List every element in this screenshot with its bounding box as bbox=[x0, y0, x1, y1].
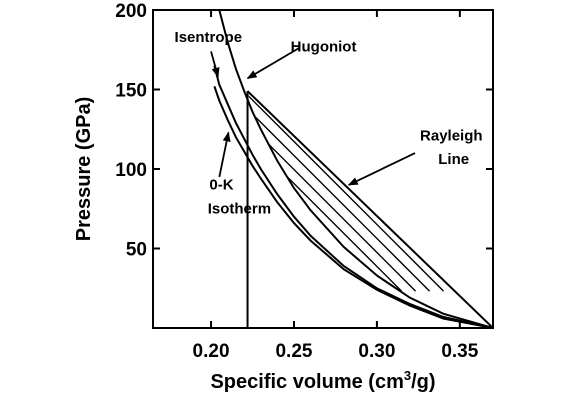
hatch-line bbox=[247, 91, 445, 292]
annotation-arrow bbox=[246, 47, 300, 80]
hatch-line bbox=[481, 91, 493, 292]
y-tick-label: 50 bbox=[126, 240, 147, 261]
hatch-line bbox=[247, 91, 277, 292]
plot-frame bbox=[152, 9, 494, 329]
series-line-hugoniot bbox=[218, 10, 493, 328]
y-axis-title: Pressure (GPa) bbox=[73, 97, 95, 242]
annotation-label: Isotherm bbox=[208, 201, 271, 218]
annotation-label: Rayleigh bbox=[420, 127, 483, 144]
hatch-line bbox=[257, 91, 459, 292]
hatch-line bbox=[425, 91, 493, 292]
hatch-line bbox=[247, 91, 403, 292]
hatch-line bbox=[411, 91, 493, 292]
x-axis-title: Specific volume (cm3/g) bbox=[210, 368, 435, 393]
series-line-0-k-isotherm bbox=[213, 85, 493, 328]
annotation-label: Isentrope bbox=[175, 29, 243, 46]
annotation-arrow bbox=[347, 152, 416, 186]
annotation-label: 0-K bbox=[209, 177, 233, 194]
hatch-line bbox=[552, 91, 568, 291]
hatch-line bbox=[327, 91, 493, 292]
hatch-line bbox=[439, 91, 493, 292]
annotation-label: Hugoniot bbox=[291, 38, 357, 55]
hatch-line bbox=[247, 91, 431, 292]
hatch-line bbox=[453, 91, 493, 292]
hatch-line bbox=[538, 91, 568, 291]
y-tick-label: 200 bbox=[115, 1, 147, 22]
series-line-isentrope bbox=[213, 65, 493, 328]
y-tick-label: 150 bbox=[115, 81, 147, 102]
x-axis: 0.20 0.25 0.30 0.35 bbox=[193, 10, 479, 362]
annotations: Hugoniot Isentrope Rayleigh Line 0-K Isotherm bbox=[175, 29, 483, 218]
x-tick-label: 0.20 bbox=[193, 341, 230, 362]
hatch-line bbox=[467, 91, 493, 292]
annotation-label: Line bbox=[438, 151, 469, 168]
hatch-line bbox=[496, 91, 568, 291]
y-axis: 50 100 150 200 bbox=[115, 1, 493, 261]
series-layer bbox=[213, 10, 493, 328]
hatch-line bbox=[510, 91, 568, 291]
hatch-line bbox=[383, 91, 493, 292]
hatch-line bbox=[524, 91, 568, 291]
x-tick-label: 0.35 bbox=[441, 341, 478, 362]
x-tick-label: 0.30 bbox=[358, 341, 395, 362]
annotation-arrow bbox=[210, 51, 220, 78]
hatch-line bbox=[247, 91, 417, 292]
annotation-arrow bbox=[218, 131, 231, 178]
x-tick-label: 0.25 bbox=[275, 341, 312, 362]
y-tick-label: 100 bbox=[115, 160, 147, 181]
series-line-rayleigh-line bbox=[246, 90, 493, 328]
hatched-region bbox=[247, 91, 568, 292]
